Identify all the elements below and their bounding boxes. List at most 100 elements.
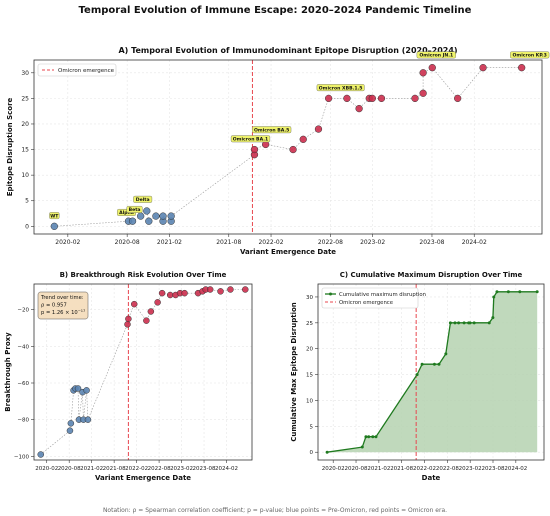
omicron-point bbox=[158, 289, 166, 297]
variant-label: Omicron BA.5 bbox=[254, 127, 289, 133]
x-tick-label: 2022-08 bbox=[436, 466, 459, 472]
trend-exponent: −17 bbox=[78, 309, 86, 313]
pre-omicron-point bbox=[167, 212, 175, 220]
panel-b-breakthrough-risk: 2020-02 2020-08 2021-02 2021-08 2022-02 2022-… bbox=[4, 271, 253, 482]
trend-box bbox=[37, 291, 89, 320]
pre-omicron-point bbox=[84, 416, 92, 423]
cumulative-point bbox=[492, 295, 496, 299]
y-tick-label: −80 bbox=[17, 418, 29, 424]
cumulative-point bbox=[468, 321, 472, 325]
y-tick-label: 20 bbox=[21, 121, 29, 128]
x-tick-label: 2021-02 bbox=[367, 466, 390, 472]
panel-c-cumulative-disruption: 2020-02 2020-08 2021-02 2021-08 2022-02 2022-… bbox=[290, 271, 545, 482]
omicron-point bbox=[355, 104, 363, 113]
y-tick-label: 10 bbox=[21, 172, 29, 179]
omicron-point bbox=[250, 145, 259, 154]
pre-omicron-point bbox=[50, 222, 58, 230]
y-tick-label: 30 bbox=[21, 70, 29, 77]
x-tick-label: 2024-02 bbox=[462, 239, 487, 246]
variant-label-box bbox=[49, 212, 60, 220]
cumulative-point bbox=[448, 321, 452, 325]
plot-border bbox=[33, 59, 543, 235]
y-tick-label: 25 bbox=[21, 95, 29, 102]
y-tick-label: 0 bbox=[25, 223, 29, 230]
pre-omicron-point bbox=[159, 212, 167, 220]
variant-label-box bbox=[133, 195, 153, 203]
x-tick-label: 2020-08 bbox=[58, 466, 81, 472]
variant-label: Omicron BA.1 bbox=[233, 137, 268, 143]
omicron-point bbox=[147, 308, 155, 315]
cumulative-point bbox=[472, 321, 476, 325]
y-tick-label: 5 bbox=[25, 198, 29, 205]
plot-border bbox=[317, 283, 545, 461]
y-axis-label: Cumulative Max Epitope Disruption bbox=[290, 302, 298, 442]
omicron-point bbox=[419, 69, 427, 77]
omicron-point bbox=[428, 64, 436, 72]
x-tick-label: 2021-08 bbox=[216, 239, 241, 246]
omicron-point bbox=[124, 321, 131, 328]
x-tick-label: 2021-02 bbox=[157, 239, 182, 246]
cumulative-point bbox=[432, 362, 436, 366]
omicron-point bbox=[227, 286, 234, 293]
pre-omicron-point bbox=[74, 385, 82, 392]
x-tick-label: 2023-08 bbox=[482, 466, 505, 472]
cumulative-point bbox=[360, 445, 364, 449]
x-tick-label: 2020-08 bbox=[345, 466, 368, 472]
x-tick-label: 2021-08 bbox=[103, 466, 126, 472]
cumulative-point bbox=[374, 435, 378, 439]
variant-label: WT bbox=[50, 213, 59, 219]
variant-label: Beta bbox=[129, 207, 141, 213]
omicron-point bbox=[419, 89, 427, 97]
omicron-point bbox=[454, 94, 462, 103]
x-tick-label: 2023-08 bbox=[419, 239, 444, 246]
x-tick-label: 2022-02 bbox=[413, 466, 436, 472]
cumulative-point bbox=[437, 362, 441, 366]
x-tick-label: 2020-02 bbox=[35, 466, 58, 472]
pre-omicron-point bbox=[67, 420, 75, 427]
cumulative-point bbox=[518, 290, 522, 294]
cumulative-point bbox=[495, 290, 499, 294]
omicron-point bbox=[479, 64, 487, 72]
pre-omicron-point bbox=[37, 451, 44, 458]
x-tick-label: 2020-02 bbox=[322, 466, 345, 472]
legend-series-label: Cumulative maximum disruption bbox=[339, 292, 426, 298]
y-tick-label: −20 bbox=[17, 308, 29, 314]
y-tick-label: 30 bbox=[306, 295, 313, 301]
plot-area bbox=[34, 60, 542, 234]
y-tick-label: 20 bbox=[306, 347, 313, 353]
panel-title: C) Cumulative Maximum Disruption Over Ti… bbox=[340, 271, 523, 279]
figure-notation: Notation: ρ = Spearman correlation coeff… bbox=[103, 507, 447, 514]
omicron-point bbox=[377, 94, 386, 103]
y-tick-label: −40 bbox=[17, 344, 29, 350]
x-tick-label: 2023-02 bbox=[459, 466, 482, 472]
y-axis-label: Breakthrough Proxy bbox=[4, 332, 12, 412]
variant-label: Delta bbox=[136, 197, 150, 203]
x-tick-label: 2022-02 bbox=[258, 239, 283, 246]
y-tick-label: −60 bbox=[17, 381, 29, 387]
x-axis-label: Variant Emergence Date bbox=[240, 248, 336, 256]
y-tick-label: 15 bbox=[306, 373, 313, 379]
x-tick-label: 2020-02 bbox=[55, 239, 80, 246]
cumulative-point bbox=[457, 321, 461, 325]
legend-box bbox=[321, 287, 419, 309]
variant-label-box bbox=[510, 51, 550, 59]
variant-label-box bbox=[126, 206, 143, 213]
x-tick-label: 2024-02 bbox=[504, 466, 527, 472]
omicron-point bbox=[130, 300, 138, 308]
omicron-point bbox=[143, 317, 150, 324]
panel-title: B) Breakthrough Risk Evolution Over Time bbox=[60, 271, 227, 279]
cumulative-point bbox=[487, 321, 491, 325]
pre-omicron-point bbox=[66, 427, 74, 434]
variant-label: Omicron JN.1 bbox=[419, 53, 453, 59]
pre-omicron-point bbox=[145, 217, 153, 225]
x-tick-label: 2024-02 bbox=[215, 466, 238, 472]
omicron-point bbox=[166, 291, 174, 299]
cumulative-point bbox=[420, 362, 424, 366]
x-tick-label: 2021-02 bbox=[80, 466, 103, 472]
trend-line-2: ρ = 0.957 bbox=[41, 303, 67, 309]
omicron-point bbox=[217, 288, 224, 295]
cumulative-point bbox=[364, 435, 368, 439]
x-tick-label: 2021-08 bbox=[390, 466, 413, 472]
x-tick-label: 2022-02 bbox=[125, 466, 148, 472]
y-tick-label: 0 bbox=[310, 450, 314, 456]
